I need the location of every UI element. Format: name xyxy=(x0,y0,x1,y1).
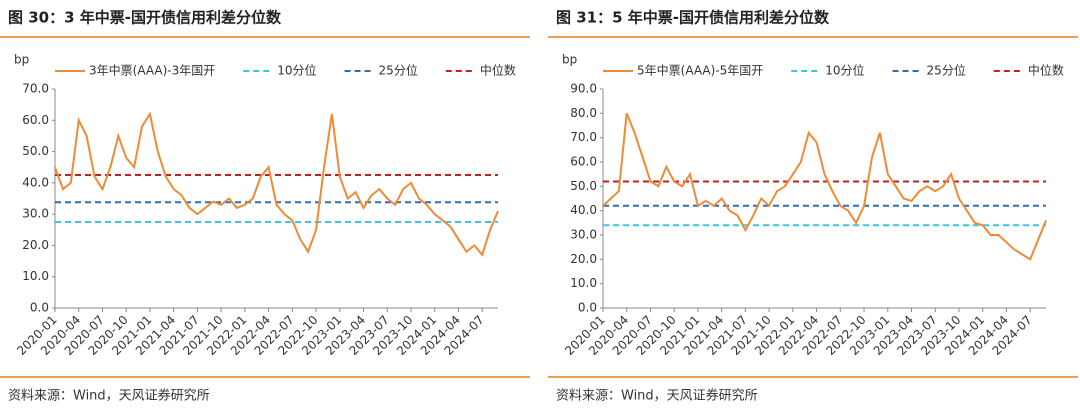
series-line xyxy=(602,112,1047,261)
y-tick-label: 10.0 xyxy=(22,269,49,283)
y-axis-label: bp xyxy=(14,53,29,67)
y-tick-label: 60.0 xyxy=(22,113,49,127)
y-tick-label: 60.0 xyxy=(570,155,597,169)
y-tick-label: 20.0 xyxy=(570,252,597,266)
y-axis-label: bp xyxy=(562,53,577,67)
source-note: 资料来源：Wind，天风证券研究所 xyxy=(8,388,210,404)
y-tick-label: 80.0 xyxy=(570,106,597,120)
y-tick-label: 20.0 xyxy=(22,238,49,252)
legend-label: 25分位 xyxy=(927,63,966,78)
legend-label: 25分位 xyxy=(379,63,418,78)
chart-panel: 图 31：5 年中票-国开债信用利差分位数 bp 0.0 10.0 20.0 30.0 40… xyxy=(548,9,1078,404)
y-tick-label: 10.0 xyxy=(570,276,597,290)
legend-label: 中位数 xyxy=(1028,63,1064,78)
legend-label: 10分位 xyxy=(825,63,864,78)
chart-title: 图 30：3 年中票-国开债信用利差分位数 xyxy=(8,9,282,27)
y-tick-label: 70.0 xyxy=(570,130,597,144)
y-tick-label: 70.0 xyxy=(22,82,49,96)
y-tick-label: 30.0 xyxy=(22,207,49,221)
y-tick-label: 50.0 xyxy=(570,179,597,193)
legend-label: 3年中票(AAA)-3年国开 xyxy=(89,63,215,78)
y-tick-label: 30.0 xyxy=(570,228,597,242)
y-tick-label: 0.0 xyxy=(30,301,49,315)
chart-panel: 图 30：3 年中票-国开债信用利差分位数 bp 0.0 10.0 20.0 30.0 40… xyxy=(0,9,530,404)
y-tick-label: 50.0 xyxy=(22,144,49,158)
y-tick-label: 40.0 xyxy=(570,203,597,217)
y-tick-label: 0.0 xyxy=(578,301,597,315)
y-tick-label: 40.0 xyxy=(22,175,49,189)
legend-label: 中位数 xyxy=(480,63,516,78)
y-tick-label: 90.0 xyxy=(570,82,597,96)
chart-title: 图 31：5 年中票-国开债信用利差分位数 xyxy=(556,9,830,27)
source-note: 资料来源：Wind，天风证券研究所 xyxy=(556,388,758,404)
legend-label: 5年中票(AAA)-5年国开 xyxy=(637,63,763,78)
legend-label: 10分位 xyxy=(277,63,316,78)
series-line xyxy=(54,111,499,257)
